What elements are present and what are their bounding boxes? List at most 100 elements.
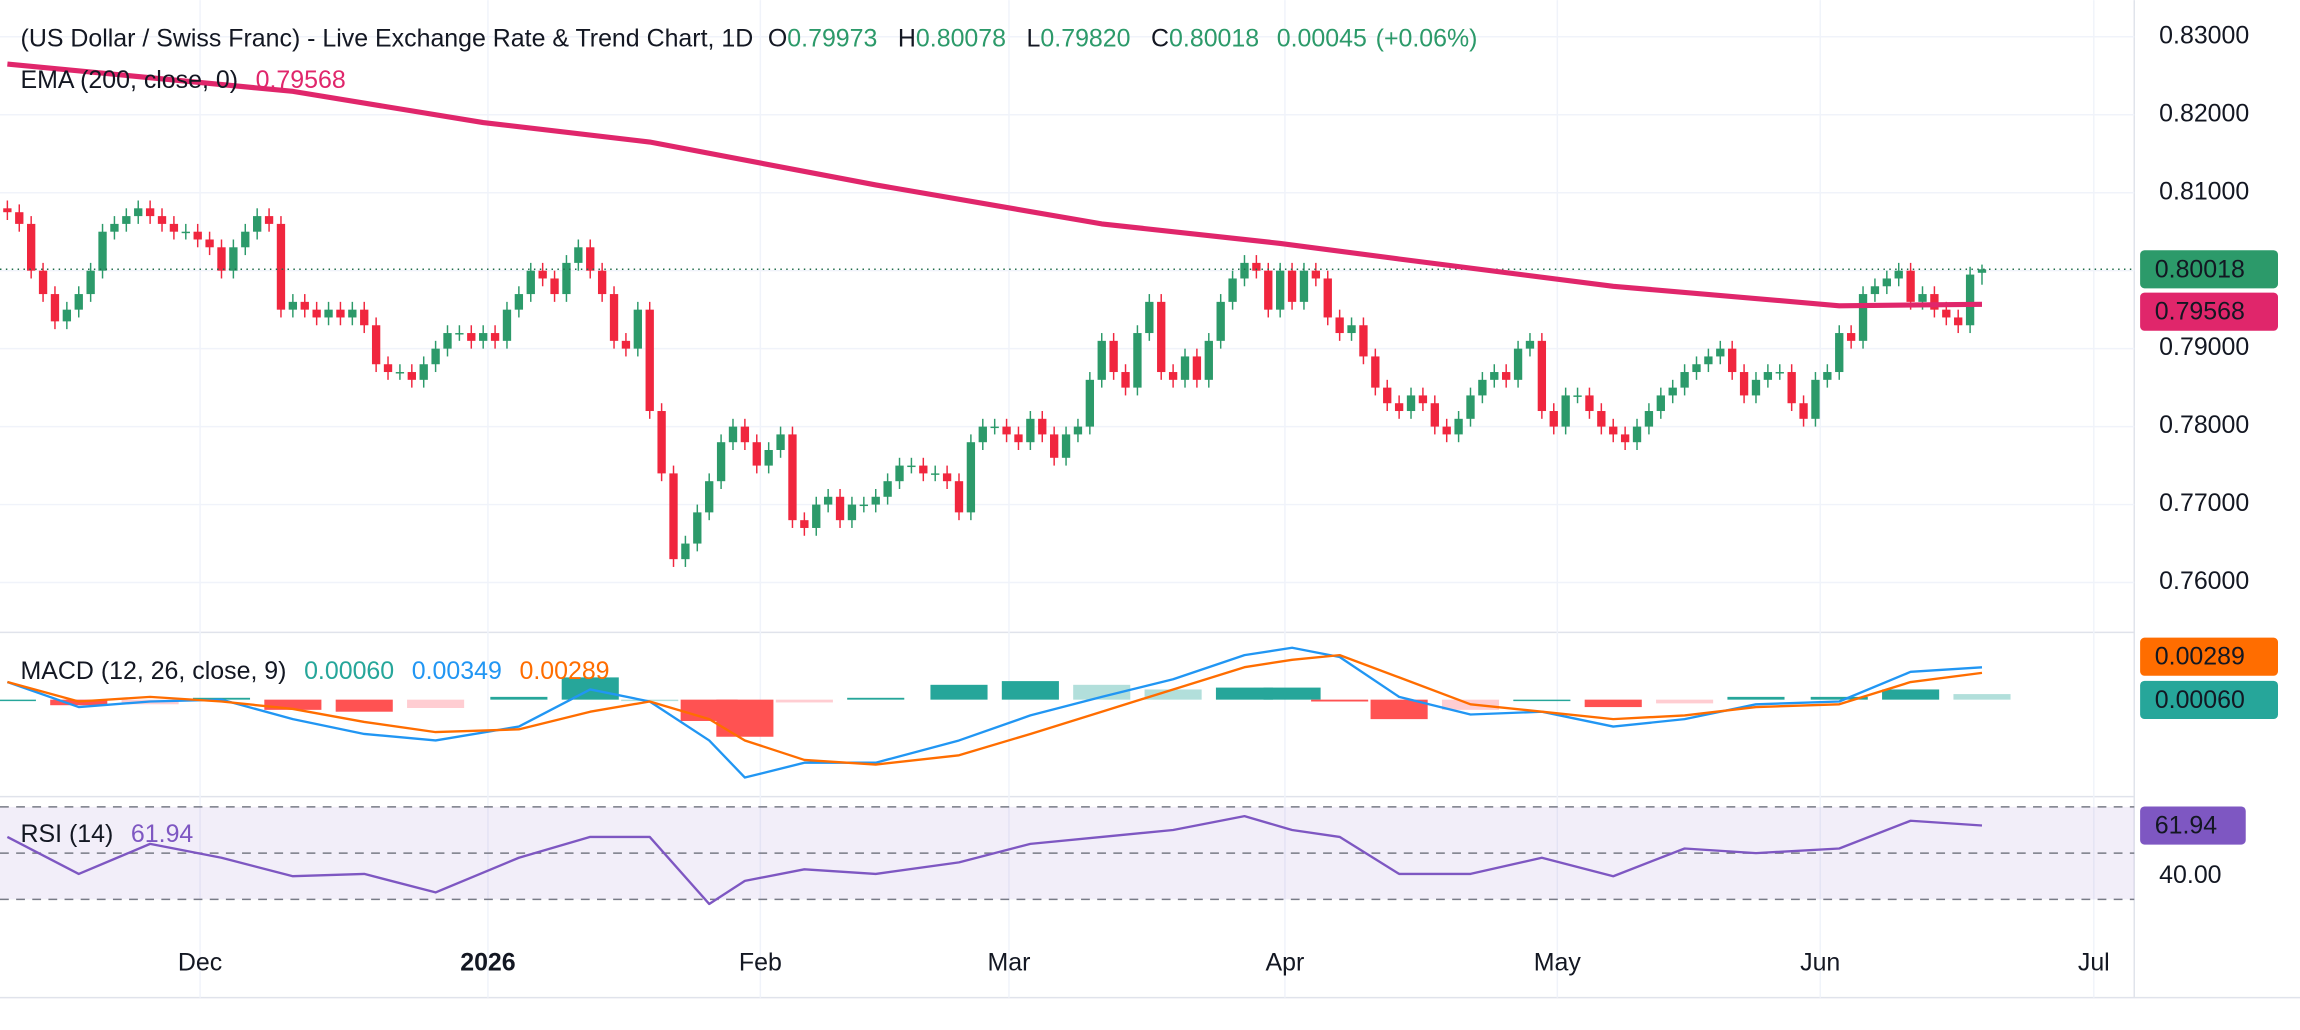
candle-body [1216,301,1225,341]
candle-body [443,333,452,349]
candle-body [633,309,642,349]
ema-value: 0.79568 [256,65,346,93]
candle-body [1335,317,1344,334]
candle-body [1228,278,1237,302]
ohlc-value: 0.79973 [787,24,877,52]
candle-body [669,473,678,560]
candle-body [1513,348,1523,380]
candle-body [1704,356,1713,365]
candle-body [15,212,24,224]
macd-histogram-bar [1513,699,1571,702]
macd-legend: MACD (12, 26, close, 9) 0.00060 0.00349 0.0… [21,657,610,685]
candle-body [1632,426,1642,443]
candle-body [1525,340,1535,349]
candle-body [1561,395,1570,427]
macd-histogram-bar [1953,694,2011,700]
candle-body [1739,372,1749,396]
candle-body [693,512,702,544]
candle-body [1454,418,1463,435]
candle-body [526,270,535,295]
change: 0.00045 [1277,24,1367,52]
candle-body [490,333,500,341]
candle-body [919,465,928,474]
macd-histogram-bar [0,699,36,702]
rsi-title: RSI (14) [21,819,114,847]
plot [0,61,2135,906]
x-tick-label: Jul [2078,948,2110,976]
signal-line [7,653,1983,766]
candle-body [1264,270,1273,310]
rsi-legend: RSI (14) 61.94 [21,819,194,847]
candle-body [740,426,750,443]
macd-histogram-bar [1370,699,1428,720]
candle-body [27,223,36,271]
candle-body [1049,434,1059,458]
candle-body [1918,294,1927,302]
ohlc-letter: H [898,24,916,52]
histogram-price-label: 0.00060 [2155,686,2245,714]
candle-body [1490,372,1499,380]
candle-body [574,247,583,263]
candle-body [942,473,952,482]
x-tick-label: 2026 [460,948,515,976]
candle-body [895,465,904,482]
macd-histogram-bar [930,684,988,700]
candle-body [419,364,428,380]
candle-body [134,208,143,217]
candle-body [1585,395,1594,412]
candle-body [990,426,999,429]
candle-body [50,294,60,322]
ema-price-label: 0.79568 [2155,298,2245,326]
candle-body [1276,270,1285,310]
candle-body [395,372,405,374]
ohlc-value: 0.79820 [1040,24,1130,52]
candle-body [1977,269,1987,273]
candle-body [324,309,333,318]
candle-body [360,309,369,326]
candle-body [1359,325,1368,357]
rsi-price-label: 61.94 [2155,812,2218,840]
macd-histogram-bar [1656,699,1714,704]
y-tick-label: 0.77000 [2159,489,2249,517]
candle-body [812,504,821,528]
candle-body [383,364,393,373]
candle-body [1870,286,1880,295]
rsi-value: 61.94 [131,819,194,847]
candle-body [1014,434,1023,443]
macd-histogram-bar [407,699,465,708]
candle-body [467,333,476,341]
ema-line [7,61,1983,309]
macd-histogram-bar [490,696,548,700]
candle-body [776,434,785,451]
y-tick-label: 0.82000 [2159,99,2249,127]
y-tick-label: 0.83000 [2159,21,2249,49]
candle-body [1085,379,1095,427]
candle-body [276,223,286,310]
candle-body [1502,372,1511,380]
candle-body [1775,372,1784,374]
candle-body [1109,340,1118,373]
candle-body [229,247,238,271]
candle-body [1549,411,1558,427]
macd-histogram-bar [1263,687,1321,700]
candle-body [1620,434,1630,443]
candle-body [1168,372,1178,380]
macd-histogram-bar [1073,684,1131,700]
y-tick-label: 40.00 [2159,861,2221,889]
candle-body [110,223,119,232]
candle-body [157,216,167,224]
candle-body [1858,294,1868,341]
macd-histogram-bar [716,699,774,737]
candle-body [657,411,666,474]
candle-body [823,496,833,505]
y-tick-label: 0.78000 [2159,411,2249,439]
candle-body [716,442,726,482]
labels: Dec 2026 Feb Mar Apr May Jun Jul 0.76000 0.77000 0… [21,21,2278,976]
candle-body [1394,403,1404,412]
candle-body [883,481,892,497]
candle-body [1180,356,1190,380]
candle-body [1716,348,1725,357]
x-tick-label: Dec [178,948,222,976]
candle-body [1763,372,1773,380]
ema-name: EMA (200, close, 0) [21,65,238,93]
